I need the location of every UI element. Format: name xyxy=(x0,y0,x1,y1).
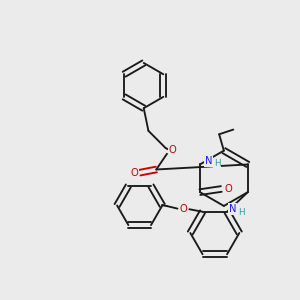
Text: H: H xyxy=(214,159,220,168)
Text: O: O xyxy=(169,145,176,155)
Text: O: O xyxy=(224,184,232,194)
Text: N: N xyxy=(229,204,236,214)
Text: O: O xyxy=(130,168,138,178)
Text: N: N xyxy=(205,156,212,166)
Text: H: H xyxy=(238,208,244,217)
Text: O: O xyxy=(180,204,188,214)
